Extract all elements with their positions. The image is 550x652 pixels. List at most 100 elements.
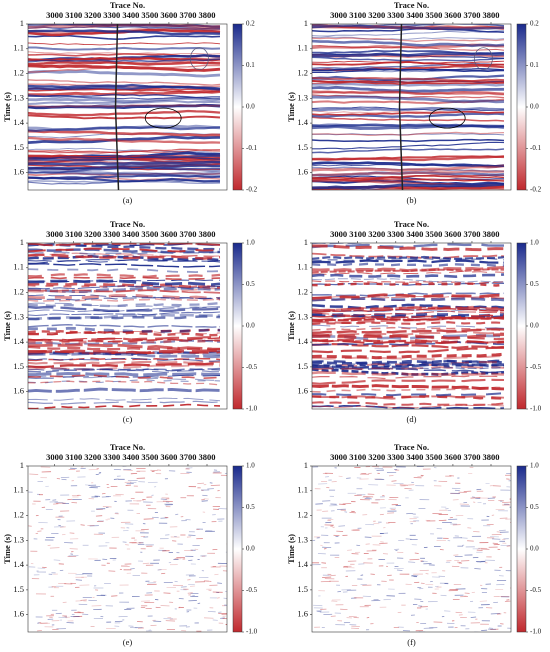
reflector — [312, 163, 505, 167]
plot-frame — [311, 242, 512, 410]
y-tick-label: 1 — [304, 18, 308, 28]
y-tick-label: 1.3 — [13, 534, 24, 544]
reflector — [28, 69, 221, 78]
reflector — [28, 368, 221, 373]
reflector — [312, 339, 505, 345]
reflector — [312, 370, 505, 377]
reflector — [312, 321, 505, 326]
reflector — [312, 24, 505, 31]
x-tick-label: 3600 — [160, 10, 177, 20]
reflector — [312, 177, 505, 183]
reflector — [28, 357, 221, 362]
reflector — [28, 305, 221, 313]
plot-frame — [27, 23, 228, 191]
y-tick-label: 1 — [20, 237, 24, 247]
reflector — [312, 259, 504, 264]
x-tick-label: 3200 — [84, 229, 101, 239]
reflector — [28, 273, 221, 278]
x-axis-label: Trace No. — [394, 219, 429, 229]
reflector — [312, 255, 505, 260]
x-tick-label: 3200 — [368, 10, 385, 20]
y-tick-label: 1 — [20, 460, 24, 470]
y-tick-label: 1.6 — [297, 167, 308, 177]
reflector — [28, 326, 221, 334]
reflector — [312, 326, 505, 332]
reflector — [28, 172, 221, 177]
reflector — [28, 60, 221, 67]
colorbar-tick-label: -0.5 — [246, 586, 258, 594]
reflector — [312, 360, 505, 368]
y-tick-label: 1.2 — [13, 287, 24, 297]
x-tick-label: 3100 — [65, 10, 82, 20]
x-tick-label: 3300 — [103, 10, 120, 20]
y-axis-label: Time (s) — [286, 92, 296, 122]
x-tick-label: 3500 — [141, 452, 158, 462]
reflector — [312, 123, 505, 128]
reflector — [312, 244, 505, 252]
reflector — [28, 343, 221, 351]
reflector — [28, 109, 221, 117]
highlight-ellipse — [190, 47, 209, 71]
y-tick-label: 1.1 — [297, 485, 308, 495]
reflector — [312, 282, 505, 287]
x-tick-label: 3600 — [444, 229, 461, 239]
x-tick-label: 3600 — [160, 452, 177, 462]
x-tick-label: 3300 — [103, 452, 120, 462]
colorbar — [232, 23, 243, 191]
reflector — [312, 116, 505, 122]
reflector — [28, 403, 221, 409]
reflector — [28, 293, 221, 301]
x-tick-label: 3800 — [199, 10, 216, 20]
panel-caption: (c) — [123, 414, 133, 424]
reflector — [312, 82, 505, 87]
y-tick-label: 1.3 — [13, 311, 24, 321]
y-tick-label: 1.1 — [13, 485, 24, 495]
reflector — [312, 67, 505, 74]
reflector — [28, 262, 221, 268]
reflector — [312, 106, 505, 112]
y-tick-label: 1.1 — [13, 262, 24, 272]
reflector — [312, 80, 505, 85]
reflector — [312, 292, 505, 297]
y-tick-label: 1.6 — [13, 167, 24, 177]
reflector — [312, 395, 505, 400]
reflector — [28, 252, 221, 257]
x-tick-label: 3400 — [406, 10, 423, 20]
reflector — [28, 397, 221, 402]
colorbar-tick-label: -0.1 — [246, 144, 258, 152]
colorbar-tick-label: -0.5 — [530, 363, 542, 371]
reflector — [28, 268, 221, 274]
reflector — [28, 360, 221, 366]
colorbar-tick-label: 0.1 — [530, 61, 539, 69]
y-tick-label: 1.3 — [297, 534, 308, 544]
x-tick-label: 3500 — [425, 10, 442, 20]
x-tick-label: 3100 — [65, 229, 82, 239]
x-tick-label: 3800 — [483, 452, 500, 462]
x-tick-label: 3500 — [425, 229, 442, 239]
y-axis-label: Time (s) — [286, 311, 296, 341]
x-tick-label: 3700 — [463, 10, 480, 20]
reflector — [28, 104, 221, 109]
x-tick-label: 3300 — [387, 10, 404, 20]
y-tick-label: 1.4 — [13, 336, 24, 346]
colorbar-tick-label: -1.0 — [246, 628, 258, 636]
x-tick-label: 3400 — [122, 229, 139, 239]
reflector — [312, 27, 505, 33]
y-tick-label: 1.6 — [297, 386, 308, 396]
reflector — [312, 169, 505, 177]
reflector — [28, 311, 221, 317]
reflector — [312, 62, 504, 70]
reflector — [28, 99, 221, 106]
y-tick-label: 1.5 — [13, 584, 24, 594]
reflector — [28, 302, 221, 309]
y-tick-label: 1.5 — [13, 361, 24, 371]
colorbar-tick-label: 0.5 — [246, 503, 255, 511]
reflector — [28, 46, 221, 51]
reflector — [312, 161, 505, 168]
colorbar-tick-label: 1.0 — [530, 462, 539, 470]
x-tick-label: 3300 — [387, 452, 404, 462]
reflector — [28, 58, 221, 63]
reflector — [312, 164, 505, 173]
reflector — [28, 285, 221, 290]
colorbar-tick-label: -0.5 — [530, 586, 542, 594]
